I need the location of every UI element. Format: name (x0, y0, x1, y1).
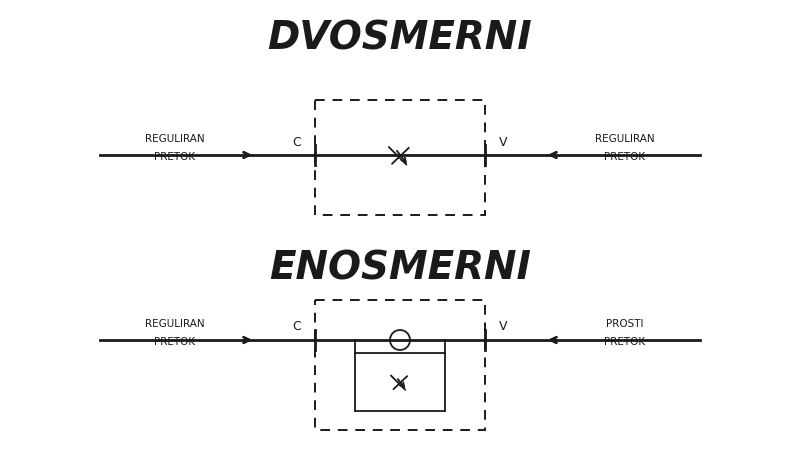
Text: C: C (293, 320, 302, 333)
Text: ENOSMERNI: ENOSMERNI (269, 249, 531, 287)
Text: REGULIRAN: REGULIRAN (145, 134, 205, 144)
Text: REGULIRAN: REGULIRAN (595, 134, 655, 144)
Text: C: C (293, 135, 302, 148)
Bar (315, 100, 485, 215)
Bar (315, 300, 485, 430)
Text: PRETOK: PRETOK (605, 337, 646, 347)
Text: REGULIRAN: REGULIRAN (145, 319, 205, 329)
Text: PROSTI: PROSTI (606, 319, 644, 329)
Text: V: V (498, 320, 507, 333)
Text: PRETOK: PRETOK (154, 152, 195, 162)
Text: PRETOK: PRETOK (605, 152, 646, 162)
Text: DVOSMERNI: DVOSMERNI (268, 19, 532, 57)
Text: PRETOK: PRETOK (154, 337, 195, 347)
Text: V: V (498, 135, 507, 148)
